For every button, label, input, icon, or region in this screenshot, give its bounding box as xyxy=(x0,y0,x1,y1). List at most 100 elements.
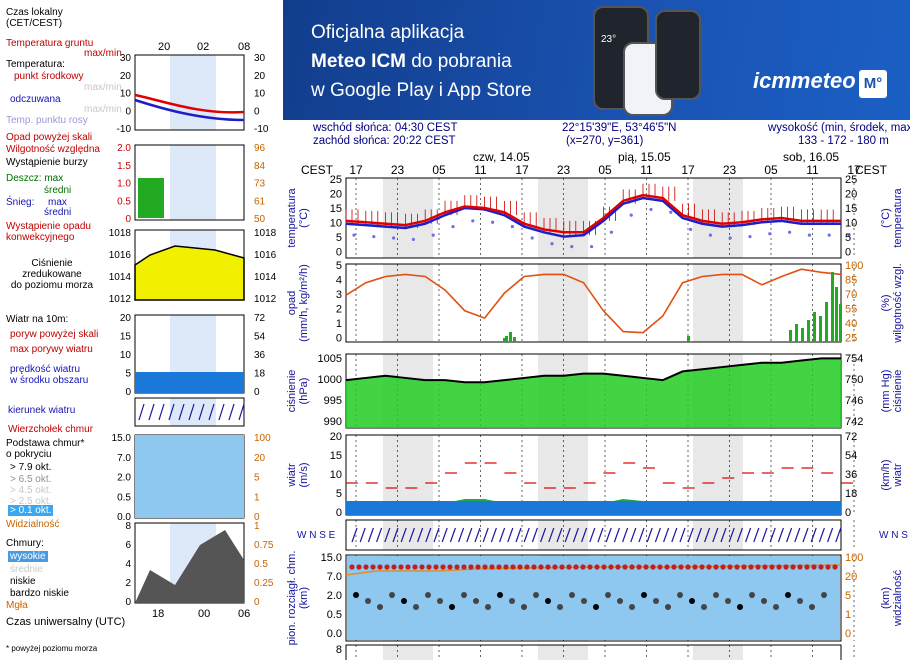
legend-tick-left: 0 xyxy=(125,106,131,117)
hour-label: 11 xyxy=(806,163,819,177)
axis-title-right: wilgotność wzgl. xyxy=(892,263,904,343)
cloud-base-dot xyxy=(437,598,443,604)
legend-feels-like: odczuwana xyxy=(10,94,61,105)
dewpoint-dot xyxy=(629,213,633,217)
night-shade xyxy=(383,645,433,660)
legend-convective: Wystąpienie opadu konwekcyjnego xyxy=(6,221,91,243)
cloud-top-dot xyxy=(769,564,775,570)
wind-dir-arrow xyxy=(663,527,670,543)
cloud-top-dot xyxy=(405,564,411,570)
temp-tick: 25 xyxy=(330,174,342,186)
legend-ground-temp-maxmin: max/min xyxy=(84,48,122,59)
cloud-top-dot xyxy=(685,564,691,570)
legend-rain-max: Deszcz: max xyxy=(6,173,64,184)
press-tick-r: 750 xyxy=(845,374,863,386)
cloud-base-dot xyxy=(593,604,599,610)
legend-utc-hour: 00 xyxy=(198,608,210,620)
wind-dir-arrow xyxy=(835,527,842,543)
wind-speed-area xyxy=(346,501,841,515)
hum-tick: 25 xyxy=(845,333,857,345)
cloud-base-dot xyxy=(713,592,719,598)
pressure-line xyxy=(345,357,841,384)
cloud-base-dot xyxy=(473,598,479,604)
night-shade xyxy=(538,645,588,660)
axis-title-left: (°C) xyxy=(298,208,310,228)
cloud-tick: 7.0 xyxy=(327,571,342,583)
cloud-base-dot xyxy=(557,604,563,610)
cloud-base-dot xyxy=(809,604,815,610)
banner-text: Oficjalna aplikacja Meteo ICM do pobrani… xyxy=(311,18,532,105)
cloud-top-dot xyxy=(461,564,467,570)
wind-dir-arrow xyxy=(515,527,522,543)
wind-dir-arrow xyxy=(540,527,547,543)
legend-wind-sample xyxy=(135,372,244,393)
day-label: czw, 14.05 xyxy=(473,150,530,164)
legend-cloud-top: Wierzchołek chmur xyxy=(8,424,94,435)
wind-dir-arrow xyxy=(441,527,448,543)
banner-line-2-tail: do pobrania xyxy=(406,51,512,72)
dewpoint-dot xyxy=(590,244,594,249)
legend-tick-right: 10 xyxy=(254,89,266,100)
legend-clouds-sample xyxy=(135,530,244,603)
dewpoint-dot xyxy=(411,237,415,242)
dewpoint-dot xyxy=(431,233,435,237)
legend-clouds: Chmury: xyxy=(6,538,44,549)
legend-panel xyxy=(134,144,245,221)
legend-tick-left: 0.5 xyxy=(117,492,131,503)
legend-tick-right: 36 xyxy=(254,350,266,361)
precip-bar xyxy=(825,302,828,342)
precip-bar xyxy=(819,316,822,342)
legend-tick-left: 8 xyxy=(125,521,131,532)
legend-tick-left: 20 xyxy=(120,71,132,82)
axis-title-right: ciśnienie xyxy=(892,370,904,413)
axis-title-right: widzialność xyxy=(892,569,904,627)
wind-dir-arrow xyxy=(802,527,809,543)
legend-temperature: Temperatura: xyxy=(6,59,65,70)
precip-tick: 5 xyxy=(336,260,342,272)
wind-dir-arrow xyxy=(687,527,694,543)
app-promo-banner[interactable]: Oficjalna aplikacja Meteo ICM do pobrani… xyxy=(283,0,910,120)
axis-title-left: wiatr xyxy=(286,463,298,488)
legend-tick-right: 96 xyxy=(254,143,266,154)
dewpoint-dot xyxy=(669,210,673,214)
cloud-top-dot xyxy=(503,564,509,570)
wind-dir-arrow xyxy=(367,527,374,543)
cloud-top-dot xyxy=(594,564,600,570)
cloud-base-dot xyxy=(773,604,779,610)
cloud-top-dot xyxy=(678,564,684,570)
wind-dir-arrow xyxy=(769,527,776,543)
cloud-top-dot xyxy=(510,564,516,570)
cloud-cover-tick: 8 xyxy=(336,644,342,656)
precip-tick: 4 xyxy=(336,275,342,287)
temp-tick: 5 xyxy=(336,232,342,244)
legend-precip-over: Opad powyżej skali xyxy=(6,132,93,143)
legend-tick-right: 5 xyxy=(254,473,260,484)
legend-tick-left: 1016 xyxy=(109,250,132,261)
legend-tick-left: 10 xyxy=(120,89,132,100)
legend-temp-sample xyxy=(134,93,245,114)
wind-dir-arrow xyxy=(777,527,784,543)
wind-dir-arrow xyxy=(613,527,620,543)
dewpoint-dot xyxy=(748,234,752,239)
wind-dir-arrow xyxy=(400,527,407,543)
precip-tick: 0 xyxy=(336,333,342,345)
legend-local-time: Czas lokalny (CET/CEST) xyxy=(6,7,63,29)
legend-hour: 08 xyxy=(238,41,250,53)
cloud-base-dot xyxy=(353,592,359,598)
dewpoint-dot xyxy=(570,244,574,249)
wind-dir-arrow xyxy=(761,527,768,543)
vis-tick: 100 xyxy=(845,552,863,564)
wind-tick-r: 0 xyxy=(845,507,851,519)
precip-bar xyxy=(807,320,810,342)
cloud-top-dot xyxy=(412,564,418,570)
legend-panel xyxy=(134,397,245,427)
legend-panel xyxy=(134,54,245,131)
wind-dir-arrow xyxy=(589,527,596,543)
night-shade xyxy=(693,645,743,660)
legend-fog: Mgła xyxy=(6,600,28,611)
axis-title-left: (km) xyxy=(298,587,310,609)
wind-dir-arrow xyxy=(490,527,497,543)
wind-dir-arrow xyxy=(351,527,358,543)
dewpoint-dot xyxy=(689,227,693,232)
